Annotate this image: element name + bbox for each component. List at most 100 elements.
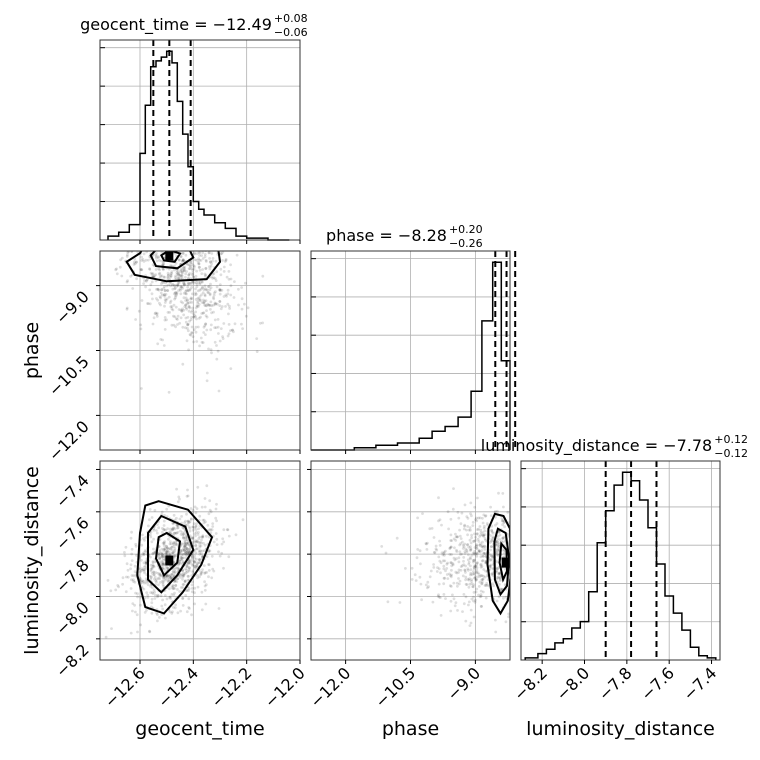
scatter-point xyxy=(517,528,520,531)
scatter-point xyxy=(561,577,564,580)
scatter-point xyxy=(180,270,184,274)
scatter-point xyxy=(467,545,471,549)
scatter-point xyxy=(193,258,197,262)
scatter-point xyxy=(195,557,198,561)
scatter-point xyxy=(193,567,197,570)
scatter-point xyxy=(190,613,193,617)
scatter-point xyxy=(463,569,467,572)
scatter-point xyxy=(489,534,492,537)
scatter-point xyxy=(523,529,526,532)
scatter-point xyxy=(472,572,476,576)
scatter-point xyxy=(188,543,191,547)
scatter-point xyxy=(195,304,199,307)
scatter-point xyxy=(187,575,190,578)
scatter-point xyxy=(474,565,478,569)
scatter-point xyxy=(151,552,155,556)
scatter-point xyxy=(148,302,152,306)
scatter-point xyxy=(502,521,506,525)
scatter-point xyxy=(203,274,207,278)
scatter-point xyxy=(471,551,475,555)
scatter-point xyxy=(204,260,208,263)
scatter-point xyxy=(177,258,181,262)
scatter-point xyxy=(490,529,494,533)
scatter-point xyxy=(525,547,528,550)
scatter-point xyxy=(572,576,575,579)
scatter-point xyxy=(193,251,197,255)
joint-panel-content xyxy=(100,461,300,660)
scatter-point xyxy=(191,508,195,512)
scatter-point xyxy=(188,288,192,292)
scatter-point xyxy=(437,496,440,500)
scatter-point xyxy=(203,299,207,303)
scatter-point xyxy=(444,549,447,553)
scatter-point xyxy=(202,301,206,305)
scatter-point xyxy=(193,539,197,542)
scatter-point xyxy=(186,521,190,524)
scatter-point xyxy=(499,577,502,581)
scatter-point xyxy=(517,513,520,516)
scatter-point xyxy=(235,253,239,257)
scatter-point xyxy=(152,588,156,592)
scatter-point xyxy=(222,566,225,570)
scatter-point xyxy=(438,518,442,522)
scatter-point xyxy=(502,596,505,600)
scatter-point xyxy=(124,236,127,239)
scatter-point xyxy=(497,595,501,599)
scatter-point xyxy=(184,303,188,307)
scatter-point xyxy=(155,578,159,581)
scatter-point xyxy=(149,244,152,247)
scatter-point xyxy=(495,551,499,554)
scatter-point xyxy=(484,596,488,600)
scatter-point xyxy=(475,563,479,567)
scatter-point xyxy=(211,257,215,260)
scatter-point xyxy=(513,609,516,612)
scatter-point xyxy=(497,530,501,534)
scatter-point xyxy=(467,585,471,589)
scatter-point xyxy=(197,257,201,261)
scatter-point xyxy=(512,542,515,545)
scatter-point xyxy=(182,243,185,246)
scatter-point xyxy=(132,574,136,578)
scatter-point xyxy=(197,303,201,306)
scatter-point xyxy=(195,540,198,544)
scatter-point xyxy=(522,520,525,523)
scatter-point xyxy=(166,547,170,551)
scatter-point xyxy=(570,548,573,551)
scatter-point xyxy=(218,288,221,292)
scatter-point xyxy=(160,579,164,583)
scatter-point xyxy=(209,531,213,534)
scatter-point xyxy=(168,575,172,579)
scatter-point xyxy=(483,524,486,528)
scatter-point xyxy=(201,535,205,539)
scatter-point xyxy=(151,297,154,301)
scatter-point xyxy=(152,537,156,541)
scatter-point xyxy=(210,252,214,255)
scatter-point xyxy=(561,526,564,529)
scatter-point xyxy=(157,594,160,598)
scatter-point xyxy=(228,304,231,308)
scatter-point xyxy=(148,211,151,214)
joint-panel-content xyxy=(311,461,575,660)
scatter-point xyxy=(186,322,190,326)
scatter-point xyxy=(435,570,439,573)
scatter-point xyxy=(201,311,205,315)
scatter-point xyxy=(179,308,183,312)
scatter-point xyxy=(180,310,184,313)
scatter-point xyxy=(209,510,213,514)
scatter-point xyxy=(518,557,521,560)
scatter-point xyxy=(467,560,471,564)
scatter-point xyxy=(484,583,488,587)
scatter-point xyxy=(443,553,446,557)
scatter-point xyxy=(151,561,155,564)
scatter-point xyxy=(185,307,189,311)
scatter-point xyxy=(224,258,228,261)
scatter-point xyxy=(193,560,196,564)
scatter-point xyxy=(167,580,170,583)
scatter-point xyxy=(214,279,218,282)
scatter-point xyxy=(208,293,212,297)
scatter-point xyxy=(115,267,118,271)
scatter-point xyxy=(161,267,165,270)
scatter-point xyxy=(472,560,475,564)
scatter-point xyxy=(483,529,487,533)
y-tick-label-phase: −9.0 xyxy=(52,287,93,328)
